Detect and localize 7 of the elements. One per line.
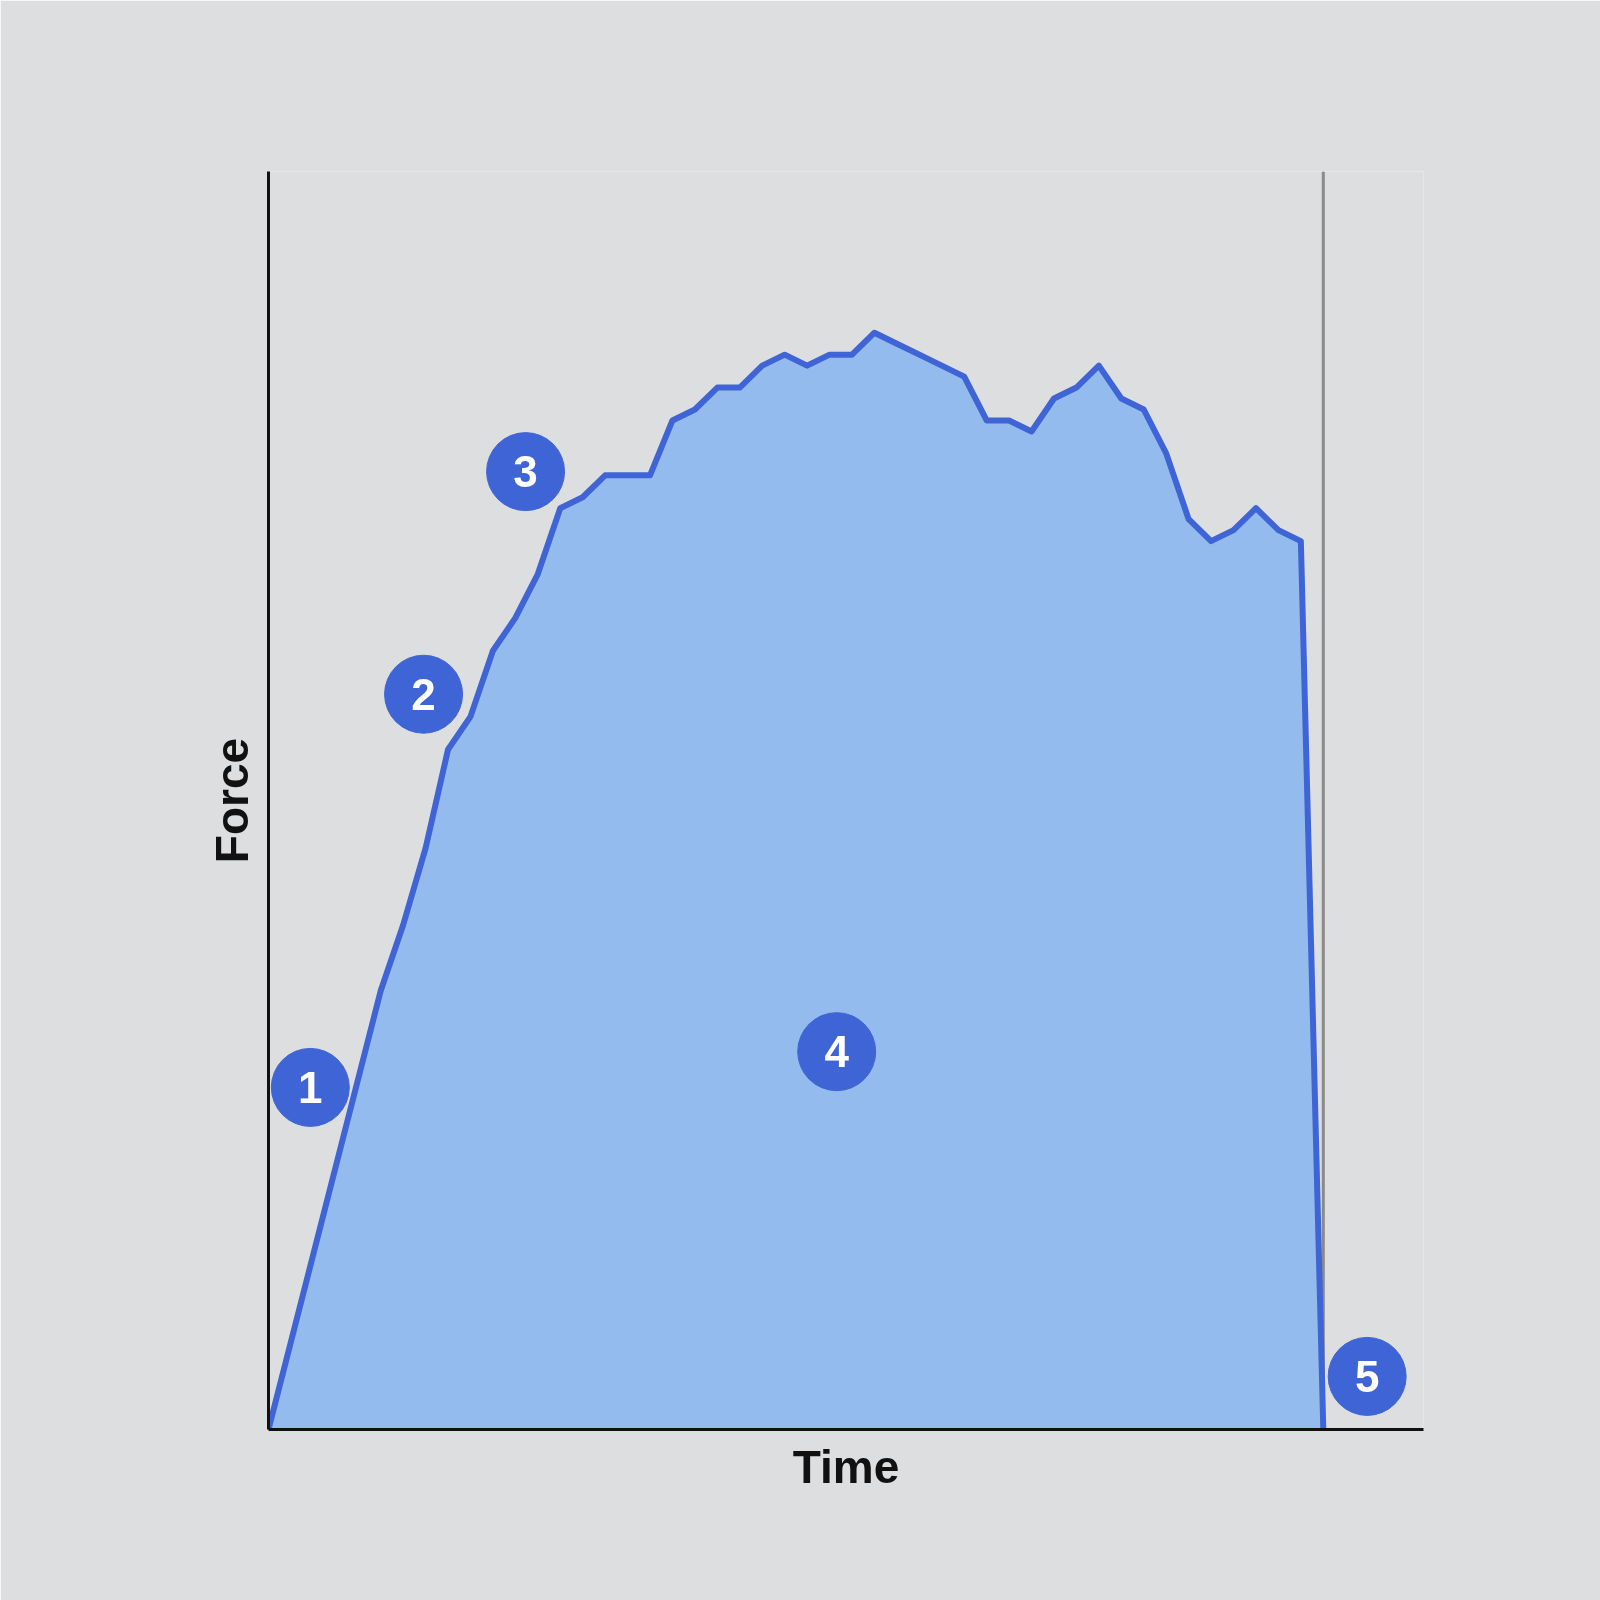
- annotation: 3: [513, 447, 538, 497]
- y-axis-title: Force: [205, 737, 258, 864]
- annotation: 4: [824, 1027, 850, 1077]
- annotation: 1: [298, 1062, 323, 1112]
- annotation: 2: [411, 669, 436, 719]
- text: 5: [1354, 1351, 1380, 1401]
- x-axis-title: Time: [792, 1440, 900, 1493]
